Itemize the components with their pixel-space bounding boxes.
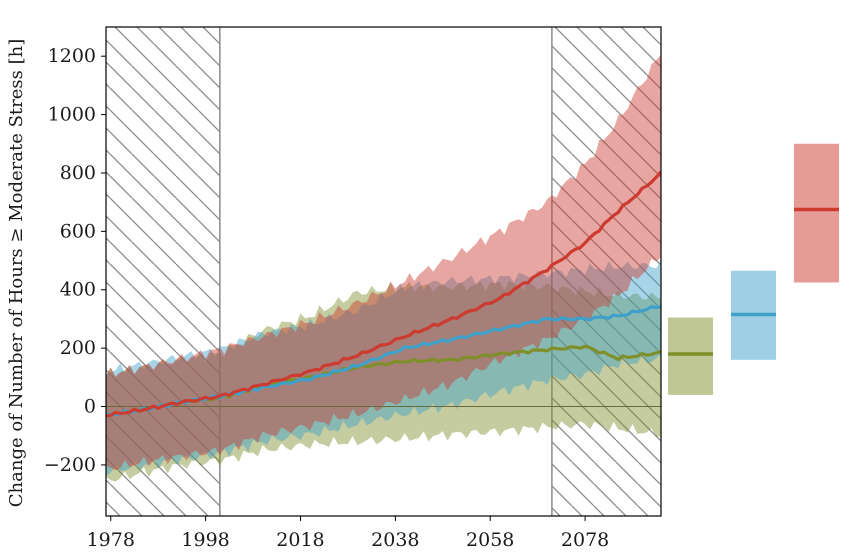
y-tick-label: −200 <box>44 454 96 476</box>
period-box-2 <box>794 143 839 283</box>
uncertainty-bands <box>106 54 661 482</box>
uncertainty-band-0 <box>106 280 661 482</box>
y-tick-label: 0 <box>84 396 96 418</box>
y-tick-label: 1000 <box>48 104 96 126</box>
x-tick-label: 2078 <box>561 529 609 551</box>
x-tick-label: 1978 <box>87 529 135 551</box>
uncertainty-band-2 <box>106 54 661 471</box>
y-tick-label: 1200 <box>48 45 96 67</box>
y-axis-label: Change of Number of Hours ≥ Moderate Str… <box>6 39 27 507</box>
mean-lines <box>106 170 661 418</box>
hatched-period-0 <box>106 27 220 516</box>
x-tick-label: 1998 <box>181 529 229 551</box>
x-tick-label: 2058 <box>466 529 514 551</box>
period-box-0 <box>668 317 713 395</box>
x-tick-label: 2038 <box>371 529 419 551</box>
y-tick-label: 400 <box>60 279 96 301</box>
hatched-period-1 <box>551 27 661 516</box>
hatched-periods <box>106 27 661 516</box>
y-tick-label: 600 <box>60 220 96 242</box>
period-boxes <box>668 143 839 395</box>
mean-line-2 <box>106 170 661 418</box>
uncertainty-band-1 <box>106 259 661 476</box>
x-tick-label: 2018 <box>276 529 324 551</box>
axis-ticks: 1978 1998 2018 2038 2058 2078 −200 0 200 400 600 80… <box>44 45 609 551</box>
y-tick-label: 200 <box>60 337 96 359</box>
plot-frame <box>105 26 662 517</box>
y-tick-label: 800 <box>60 162 96 184</box>
